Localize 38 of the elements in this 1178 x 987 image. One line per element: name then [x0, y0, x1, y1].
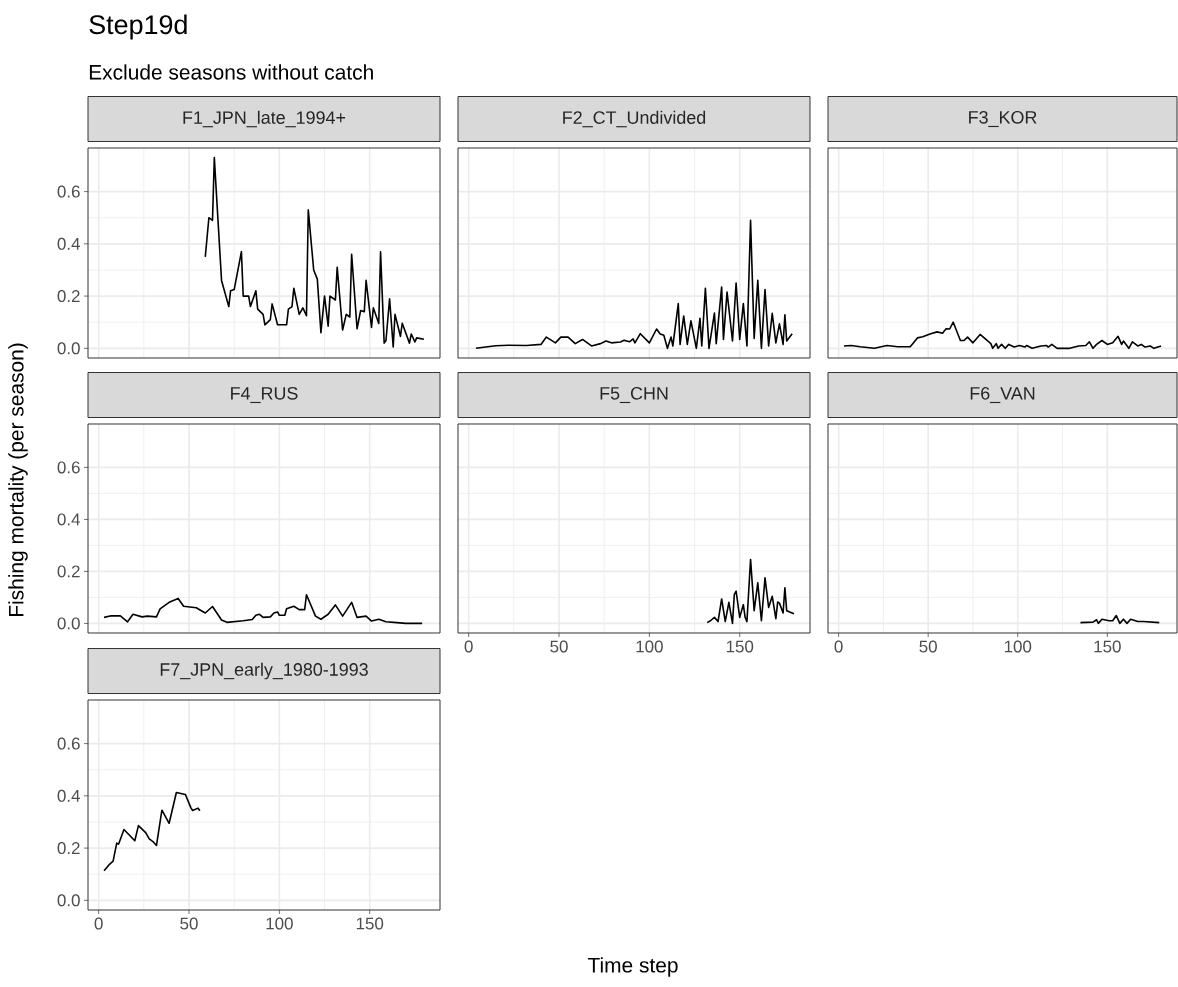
x-tick-label: 100	[266, 917, 293, 930]
y-tick-label: 0.4	[57, 789, 80, 802]
x-tick-label: 0	[834, 640, 843, 653]
line-series	[103, 791, 201, 872]
chart-title: F5_CHN	[600, 386, 668, 404]
y-tick-label: 0.0	[57, 894, 80, 907]
x-tick-label: 50	[550, 640, 568, 653]
y-axis-title: Fishing mortality (per season)	[8, 343, 28, 617]
y-tick-label: 0.6	[57, 461, 80, 474]
y-tick-label: 0.2	[57, 842, 80, 855]
line-series	[204, 156, 425, 348]
y-tick-label: 0.4	[57, 237, 80, 250]
x-tick-label: 50	[919, 640, 937, 653]
y-tick-label: 0.4	[57, 513, 80, 526]
chart-title: F2_CT_Undivided	[563, 110, 706, 128]
text: Exclude seasons without catch	[89, 64, 373, 80]
chart-title: F6_VAN	[970, 386, 1035, 404]
x-tick-label: 150	[356, 917, 384, 930]
x-tick-label: 0	[94, 917, 103, 930]
y-tick-label: 0.0	[57, 342, 80, 355]
text: Step19d	[89, 14, 187, 40]
chart-title: F4_RUS	[231, 386, 298, 404]
x-tick-label: 50	[180, 917, 198, 930]
y-tick-label: 0.0	[57, 617, 80, 630]
chart-title: F7_JPN_early_1980-1993	[160, 662, 368, 680]
y-tick-label: 0.6	[57, 737, 80, 750]
x-tick-label: 150	[1094, 640, 1121, 653]
x-tick-label: 0	[464, 640, 473, 653]
y-tick-label: 0.2	[57, 290, 80, 303]
chart-title: F3_KOR	[969, 110, 1037, 128]
y-tick-label: 0.6	[57, 185, 80, 198]
y-tick-label: 0.2	[57, 565, 80, 578]
x-tick-label: 100	[636, 640, 663, 653]
x-tick-label: 150	[726, 640, 754, 653]
text: Time step	[587, 957, 678, 977]
x-tick-label: 100	[1004, 640, 1032, 653]
line-series	[103, 593, 423, 625]
chart-title: F1_JPN_late_1994+	[183, 110, 346, 128]
